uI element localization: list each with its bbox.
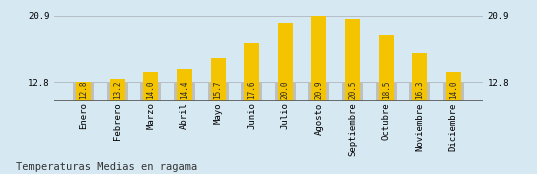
Bar [308, 82, 329, 101]
Bar [412, 53, 427, 101]
Bar [174, 82, 195, 101]
Bar [244, 43, 259, 101]
Bar [73, 82, 94, 101]
Text: 14.4: 14.4 [180, 81, 189, 100]
Bar [241, 82, 262, 101]
Bar [342, 82, 363, 101]
Bar [376, 82, 396, 101]
Text: 14.0: 14.0 [147, 81, 155, 100]
Bar [211, 58, 226, 101]
Text: 15.7: 15.7 [214, 81, 222, 100]
Bar [143, 72, 158, 101]
Bar [275, 82, 296, 101]
Bar [141, 82, 161, 101]
Text: 18.5: 18.5 [382, 81, 390, 100]
Bar [409, 82, 430, 101]
Text: 12.8: 12.8 [79, 81, 88, 100]
Bar [311, 16, 326, 101]
Bar [345, 19, 360, 101]
Text: 17.6: 17.6 [247, 81, 256, 100]
Bar [208, 82, 229, 101]
Bar [443, 82, 464, 101]
Bar [446, 72, 461, 101]
Bar [278, 23, 293, 101]
Text: 14.0: 14.0 [449, 81, 458, 100]
Text: 13.2: 13.2 [113, 81, 122, 100]
Text: Temperaturas Medias en ragama: Temperaturas Medias en ragama [16, 162, 198, 172]
Bar [177, 69, 192, 101]
Bar [379, 35, 394, 101]
Bar [110, 79, 125, 101]
Text: 16.3: 16.3 [415, 81, 424, 100]
Bar [76, 82, 91, 101]
Bar [107, 82, 128, 101]
Text: 20.9: 20.9 [315, 81, 323, 100]
Text: 20.5: 20.5 [348, 81, 357, 100]
Text: 20.0: 20.0 [281, 81, 290, 100]
